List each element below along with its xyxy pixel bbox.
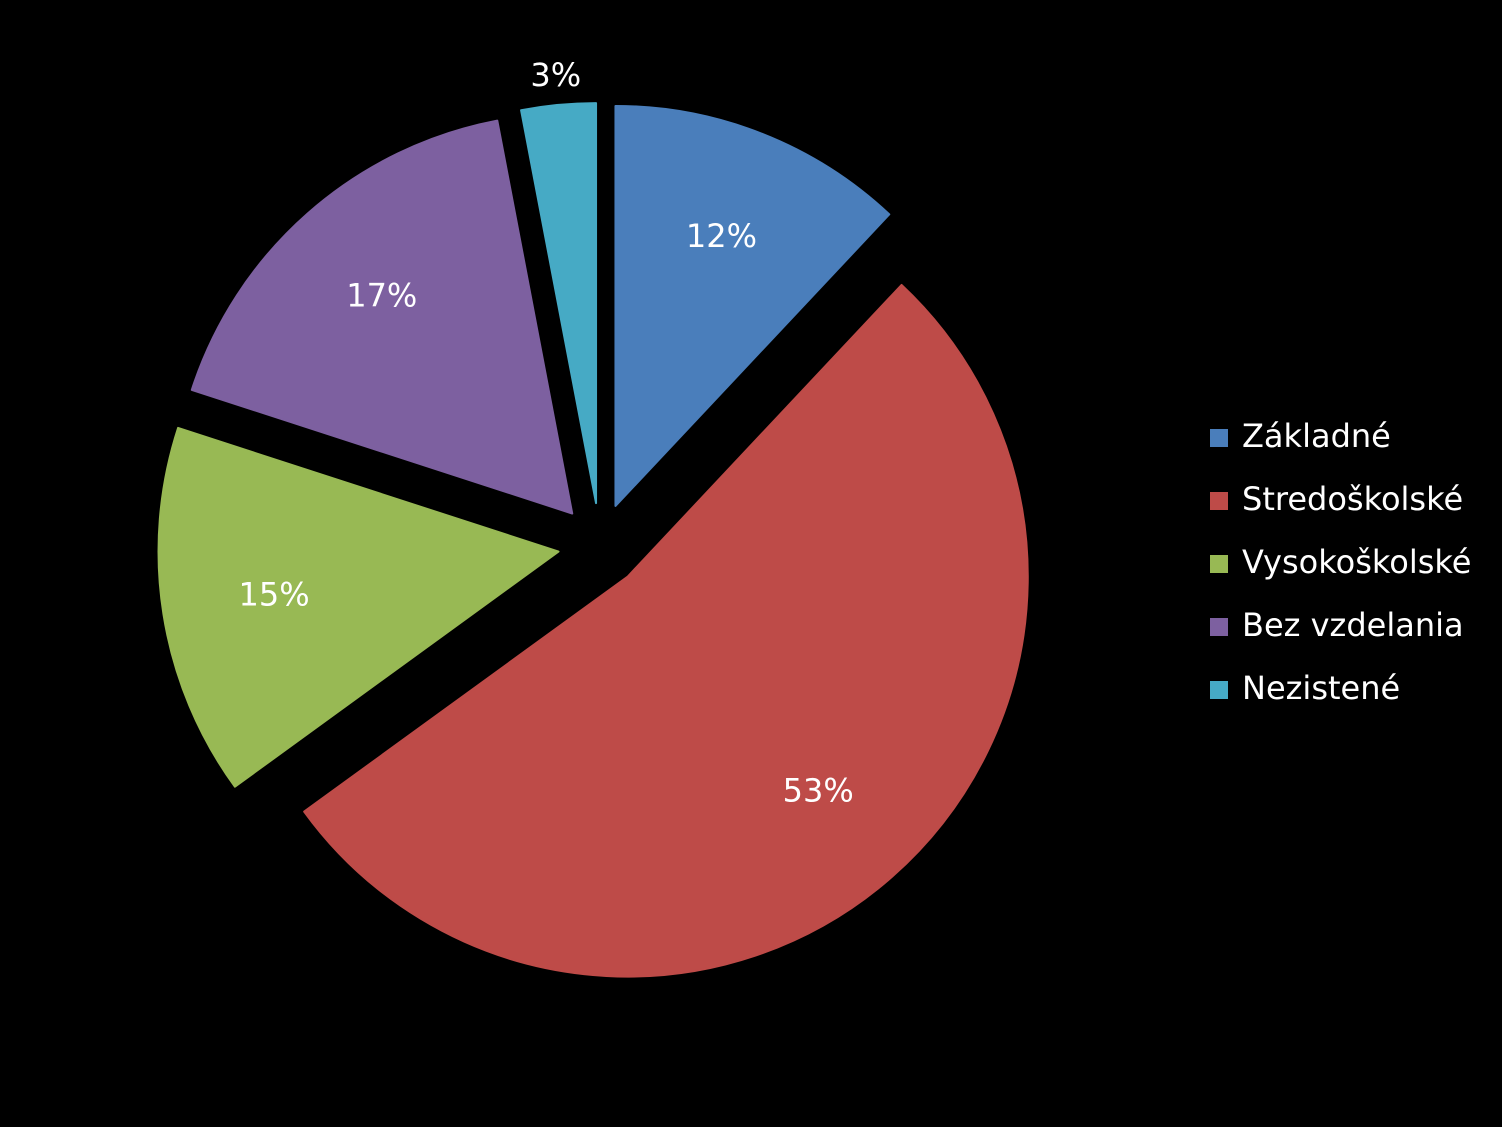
pie-slice: [614, 104, 891, 507]
legend-label: Stredoškolské: [1242, 480, 1463, 518]
data-label: 15%: [239, 576, 310, 614]
legend-swatch: [1210, 681, 1228, 699]
legend-label: Bez vzdelania: [1242, 606, 1464, 644]
legend-label: Základné: [1242, 417, 1391, 455]
legend-swatch: [1210, 492, 1228, 510]
pie-slice: [157, 426, 560, 788]
data-label: 3%: [530, 56, 581, 94]
data-label: 12%: [686, 217, 757, 255]
legend-label: Vysokoškolské: [1242, 543, 1471, 581]
legend-label: Nezistené: [1242, 669, 1400, 707]
legend-swatch: [1210, 555, 1228, 573]
pie-slice: [303, 283, 1029, 978]
data-label: 53%: [783, 772, 854, 810]
pie-slice: [520, 102, 598, 505]
data-label: 17%: [346, 276, 417, 314]
pie-slice: [190, 119, 574, 515]
legend-swatch: [1210, 429, 1228, 447]
legend-swatch: [1210, 618, 1228, 636]
